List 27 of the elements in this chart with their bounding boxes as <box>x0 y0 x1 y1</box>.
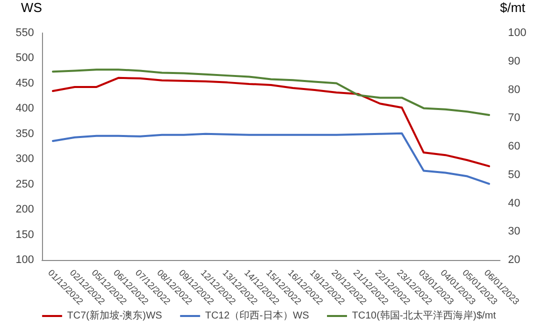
legend-label: TC10(韩国-北太平洋西海岸)$/mt <box>352 310 496 322</box>
line-series <box>52 76 490 168</box>
y-tick-label: 300 <box>16 153 34 166</box>
y2-tick-label: 50 <box>508 168 520 181</box>
y2-tick-label: 90 <box>508 55 520 68</box>
y-tick-label: 400 <box>16 102 34 115</box>
y-tick-label: 150 <box>16 228 34 241</box>
y2-tick-label: 60 <box>508 140 520 152</box>
line-series <box>52 132 490 185</box>
y-tick-label: 500 <box>16 52 34 64</box>
legend-label: TC12（印西-日本）WS <box>205 310 310 322</box>
y-tick-label: 350 <box>16 128 34 140</box>
y2-tick-label: 70 <box>508 112 520 124</box>
y-axis-title: WS <box>21 0 42 15</box>
y-tick-label: 550 <box>16 27 34 39</box>
y2-tick-label: 40 <box>508 197 520 210</box>
y-tick-label: 100 <box>16 254 34 266</box>
y-tick-label: 450 <box>16 77 34 90</box>
y2-tick-label: 100 <box>508 27 526 39</box>
y-tick-label: 200 <box>16 204 34 216</box>
y2-tick-label: 80 <box>508 84 520 96</box>
line-series <box>52 68 490 116</box>
y2-tick-label: 30 <box>508 226 520 238</box>
y2-tick-label: 20 <box>508 254 520 266</box>
y2-axis-title: $/mt <box>500 0 526 15</box>
y-tick-label: 250 <box>16 178 34 190</box>
legend-label: TC7(新加坡-澳东)WS <box>67 310 162 322</box>
